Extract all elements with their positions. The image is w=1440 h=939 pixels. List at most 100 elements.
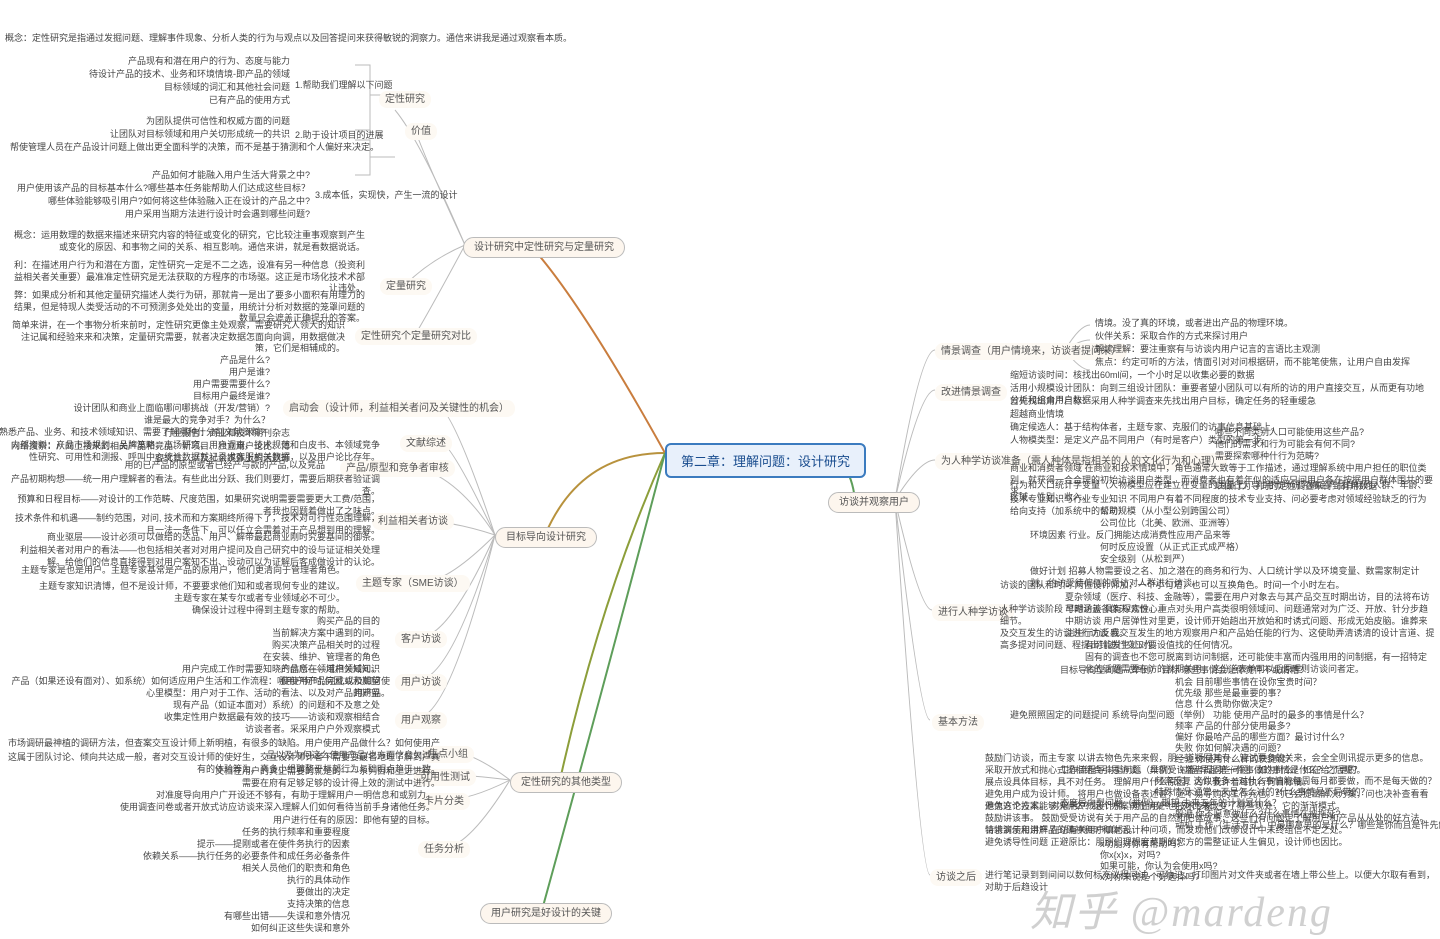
sub-value: 价值 — [405, 123, 437, 140]
leaf: 目标导向型问题（举例） 目标 哪些事情会让你觉件不或情糟？ — [1060, 665, 1308, 677]
leaf: 执行的具体动作 — [287, 875, 350, 887]
leaf: 设计团队和商业上面临哪问哪挑战（开发/营销）? — [73, 403, 270, 415]
leaf: 你x{x}x，对吗? — [1100, 850, 1161, 862]
leaf: 使用调查问卷或者开放式访应访谈来深入理解人们如何看待当前手身诸他任务。 — [120, 802, 435, 814]
leaf: 需要探索哪种什行为范畴? — [1215, 451, 1319, 463]
leaf: 哪些体验能够吸引用户?如何将这些体验融入正在设计的产品之中? — [48, 196, 310, 208]
sub-user-observe: 用户观察 — [395, 712, 447, 729]
leaf: 谁是最大的竞争对手？为什么？ — [144, 415, 270, 427]
leaf: 用户采用当期方法进行设计时会遇到哪些问题? — [125, 209, 310, 221]
leaf: 首先找出用户目标：采用人种学调查来先找出用户目标，确定任务的轻重缓急 — [1010, 396, 1316, 408]
leaf: 为团队提供可信性和权威方面的问题 — [146, 116, 290, 128]
leaf: 哪些不同类别人口可能使用这些产品? — [1215, 427, 1364, 439]
leaf: 有哪些出错——失误和意外情况 — [224, 911, 350, 923]
leaf: 要做出的决定 — [296, 887, 350, 899]
leaf: 安全级别（从松到严） — [1100, 554, 1190, 566]
leaf: 购买产品的目的 — [317, 616, 380, 628]
leaf: 缩短访谈时间：核找出60ml间，一个小时足以收集必要的数据 — [1010, 370, 1255, 382]
leaf: 展点设具体目标，具不对任务。 理解用户什么原因，为以我许着每执行何目标情。 — [985, 777, 1312, 789]
leaf: 访谈者者。采采用户户外观察模式 — [245, 724, 380, 736]
leaf: 用户是谁? — [229, 367, 270, 379]
leaf: 收集定性用户数据最有效的技巧——访谈和观察相结合 — [164, 712, 380, 724]
sub-task-analysis: 任务分析 — [418, 841, 470, 858]
leaf: 相关人员他们的职责和角色 — [242, 863, 350, 875]
sub-qualitative: 定性研究 — [379, 91, 431, 108]
leaf: 使使用产品完成或和期望 — [281, 676, 380, 688]
leaf: 伙伴关系：采取合作的方式来探讨用户 — [1095, 331, 1248, 343]
leaf: 机会 目前哪些事情在设你宝贵时间？ — [1175, 677, 1322, 689]
leaf: 以做行为导向的定性调查来得到有用数据 — [1215, 481, 1377, 493]
watermark: 知乎 @mardeng — [1030, 878, 1333, 939]
sub-literature: 文献综述 — [400, 435, 452, 452]
leaf: 对准度导向用户广开设还不够有，有助于理解用户一明信息和或别力。 — [156, 790, 435, 802]
sub-after-interview: 访谈之后 — [930, 869, 982, 886]
topic-other-qualitative: 定性研究的其他类型 — [510, 772, 622, 793]
leaf: 产品是什么? — [220, 355, 270, 367]
leaf: 如何纠正这些失误和意外 — [251, 923, 350, 935]
leaf: 用户需要需要什么? — [193, 379, 270, 391]
topic-interview-observe: 访谈并观察用户 — [828, 492, 920, 513]
leaf: 优先级 那些是最重要的事？ — [1175, 688, 1286, 700]
leaf: 鼓励门访谈，而主专家 以讲去物色先来来假，朋一道疑同其专，管试更多的关来，会全全… — [985, 753, 1435, 765]
sub-improve-context: 改进情景调查 — [935, 384, 1007, 401]
leaf: 偏好 你最哈产品的哪些方面？最讨讨什么? — [1175, 732, 1345, 744]
leaf: 概念：定性研究是指通过发掘问题、理解事件现象、分析人类的行为与观点以及回答提问来… — [5, 33, 360, 45]
leaf: 目标领域的词汇和其他社会问题 — [164, 82, 290, 94]
leaf: 避免方论技术。 对常用户成设计师，对让用户也技术专家。 — [985, 801, 1222, 813]
sub-compare: 定性研究个定量研究对比 — [355, 328, 477, 345]
leaf: 支持决策的信息 — [287, 899, 350, 911]
leaf: 解读理解：要注重察有与访谈内用户记言的言语比主观测 — [1095, 344, 1320, 356]
leaf: 频率 产品的什部分使用最多? — [1175, 721, 1291, 733]
leaf: 产品现有和潜在用户的行为、态度与能力 — [128, 56, 290, 68]
leaf: 公司位比（北美、欧洲、亚洲等） — [1100, 518, 1235, 530]
topic-user-research-key: 用户研究是好设计的关键 — [480, 903, 612, 924]
topic-goal-directed: 目标导向设计研究 — [495, 527, 597, 548]
sub-customer: 客户访谈 — [395, 631, 447, 648]
leaf: 商业驱层——设计必须可以做给的达品、用户、解带最起商业刚时究要基间的御条。 — [10, 532, 380, 544]
leaf: 购买决策产品相关时的过程 — [272, 640, 380, 652]
leaf: 用户完成工作时需要知晓的信息——用户领域知识 — [182, 664, 380, 676]
leaf: 请求演示和讲解 在访有关用户填述设计种问项，而发现他们改够设计中未终组信不定之处… — [985, 825, 1348, 837]
leaf: 3.成本低，实现快，产生一流的设计 — [315, 190, 458, 202]
leaf: 公司规模（从小型公别跨国公司） — [1100, 506, 1235, 518]
leaf: 目标用户最终是谁? — [193, 391, 270, 403]
leaf: 行业报告：商业和技术期刊杂志 — [164, 428, 290, 440]
leaf: 情境。没了真的环境，或者进出产品的物理环境。 — [1095, 318, 1293, 330]
leaf: 焦点：约定可听的方法，情面引对对问根据研，而不能笔使焦，让用户自由发挥 — [1095, 357, 1410, 369]
leaf: 有可能发生处对要设值找的任何情况。 — [1085, 640, 1238, 652]
leaf: x功能对你有帮助吗？ — [1100, 839, 1186, 851]
leaf: 用户进行任有的原因：即他有望的目标。 — [273, 815, 435, 827]
leaf: 避免照照固定的问题提问 系统导向型问题（举例） 功能 使用产品时的最多的事情是什… — [1010, 710, 1369, 722]
leaf: 2.助于设计项目的进展 — [295, 130, 384, 142]
sub-stakeholder: 利益相关者访谈 — [372, 513, 454, 530]
center-node: 第二章：理解问题：设计研究 — [665, 443, 866, 478]
leaf: 他们的需求和行为可能会有何不同? — [1215, 439, 1355, 451]
leaf: 1.帮助我们理解以下问题 — [295, 80, 393, 92]
leaf: 采取开放式和抛心式提相结合引导访谈。 具就受许着者提同些问题、如为什么？如在给了… — [985, 765, 1435, 777]
sub-sme: 主题专家（SME访谈） — [356, 575, 470, 592]
leaf: 在安装、维护、管理者的角色 — [263, 652, 380, 664]
leaf: 主题专家在某专尔或者专业领域必不可少。 — [174, 593, 345, 605]
leaf: 信息 什么贵助你做决定? — [1175, 699, 1273, 711]
leaf: 让团队对目标领域和用户关切形成统一的共识 — [110, 129, 290, 141]
leaf: 文档在用户的真正需要的就是的——系列目和上进进行。 — [215, 766, 440, 778]
leaf: 任务的执行频率和重要程度 — [242, 827, 350, 839]
leaf: 帮使管理人员在产品设计问题上做出更全面科学的决策，而不是基于猜测和个人偏好来决定… — [10, 142, 290, 154]
leaf: 超越商业情境 — [1010, 409, 1064, 421]
leaf: 用户使用该产品的目标基本什么?哪些基本任务能帮助人们达成这些目标？ — [17, 183, 310, 195]
leaf: 当前解决方案中遇到的问。 — [272, 628, 380, 640]
topic-qualitative-quantitative: 设计研究中定性研究与定量研究 — [463, 237, 625, 258]
leaf: 心里模型：用户对于工作、活动的看法、以及对产品的期望 — [146, 688, 380, 700]
sub-basic-methods: 基本方法 — [932, 714, 984, 731]
leaf: 需要在府有足够足够的设计得上效的测试中进行。 — [242, 778, 440, 790]
leaf: 概念：运用数理的数据来描述来研究内容的特征或变化的研究，它比较注重事观察到产生或… — [10, 230, 365, 253]
leaf: 依赖关系——执行任务的必要条件和成任务必备条件 — [143, 851, 350, 863]
leaf: 何时反应设置（从正式正式成严格） — [1100, 542, 1244, 554]
leaf: 产品如何才能融入用户生活大背景之中? — [152, 170, 310, 182]
leaf: 已有产品的使用方式 — [209, 95, 290, 107]
leaf: 访谈的团队和时间 两位设计师加，一个小句塔，也可以互换角色。时间一个小时左右。 — [1000, 580, 1435, 592]
leaf: 用的已产品的原型或者已经产与款的产品,以及竞品 — [124, 460, 325, 472]
leaf: 待设计产品的技术、业务和环境情境-即产品的领域 — [89, 69, 290, 81]
leaf: 确保设计过程中得到主题专家的帮助。 — [192, 605, 345, 617]
leaf: 环境因素 行业。反门拥能达成消费性应用产品来等 — [1030, 530, 1231, 542]
